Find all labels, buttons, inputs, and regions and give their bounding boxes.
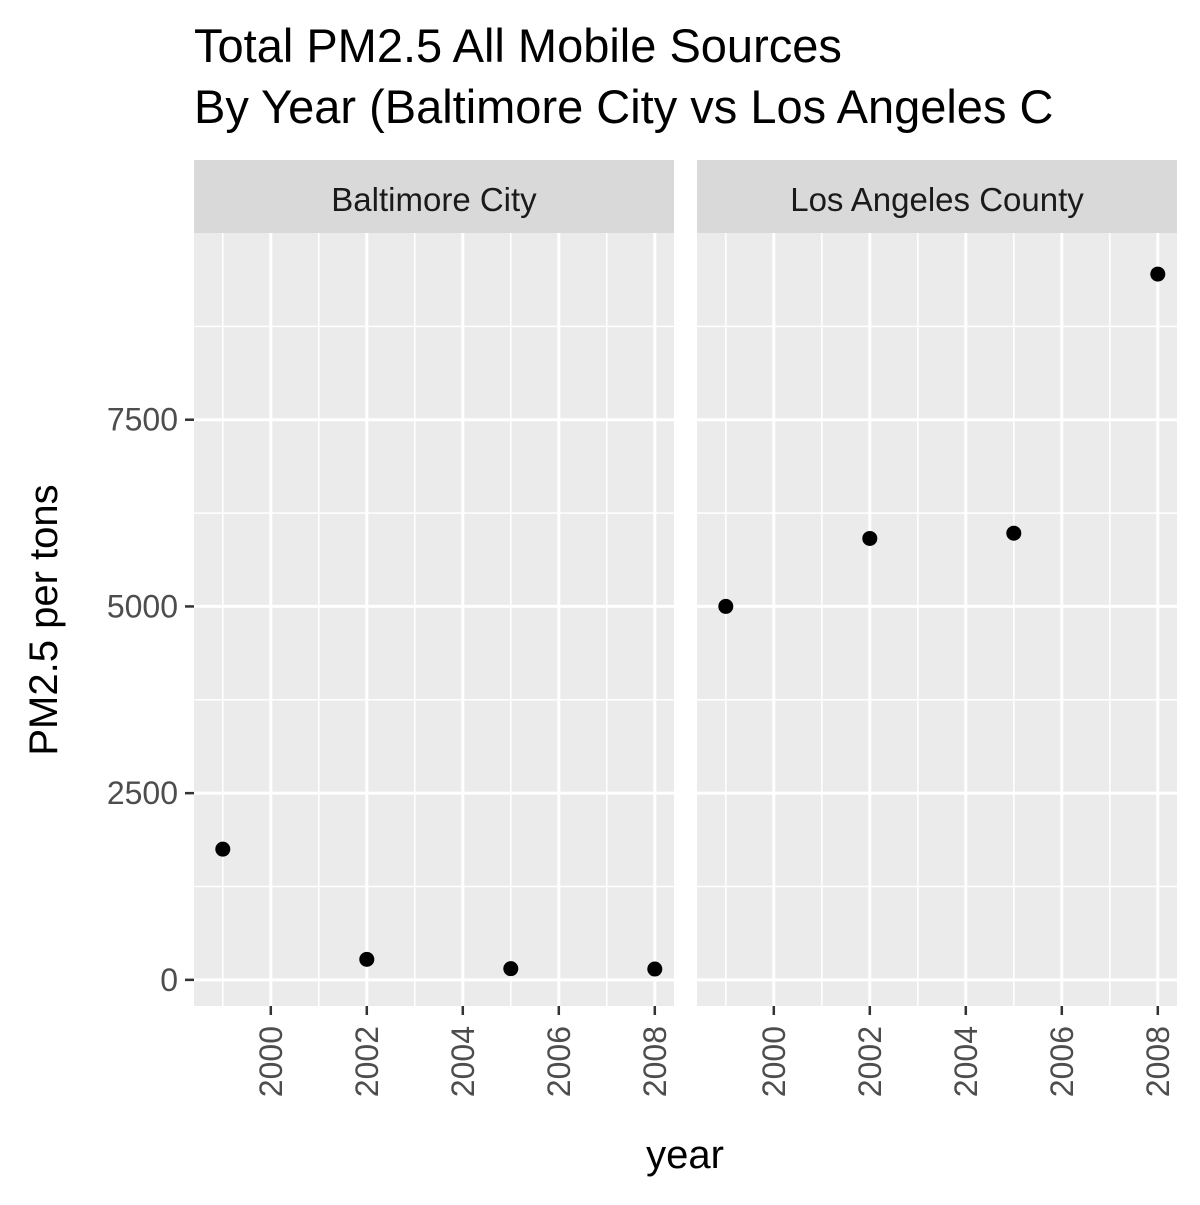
data-point	[503, 961, 519, 977]
x-tick-label: 2002	[349, 1026, 385, 1097]
facet-panel-0: Baltimore City 2000 2002 2004 2006 2008	[194, 160, 674, 1097]
data-point	[647, 961, 663, 977]
data-point	[359, 951, 375, 967]
facet-strip-label: Baltimore City	[331, 181, 537, 218]
x-tick-label: 2008	[1140, 1026, 1176, 1097]
panel-background	[194, 233, 674, 1006]
data-point	[1006, 525, 1022, 541]
data-point	[862, 530, 878, 546]
x-tick-label: 2006	[541, 1026, 577, 1097]
x-tick-label: 2006	[1044, 1026, 1080, 1097]
x-tick-label: 2000	[253, 1026, 289, 1097]
x-tick-label: 2000	[756, 1026, 792, 1097]
data-point	[215, 841, 231, 857]
data-point	[1150, 266, 1166, 282]
chart-title-line-2: By Year (Baltimore City vs Los Angeles C	[194, 80, 1053, 133]
data-point	[718, 598, 734, 614]
x-tick-label: 2002	[852, 1026, 888, 1097]
facet-panel-1: Los Angeles County 2000 2002 2004 2006 2008	[697, 160, 1177, 1097]
y-tick-label: 0	[160, 962, 178, 998]
facet-strip	[697, 160, 1177, 233]
y-axis-title: PM2.5 per tons	[22, 484, 66, 755]
facet-strip	[194, 160, 674, 233]
y-tick-label: 7500	[107, 402, 178, 438]
panel-background	[697, 233, 1177, 1006]
chart-title-line-1: Total PM2.5 All Mobile Sources	[194, 19, 842, 72]
y-tick-label: 2500	[107, 775, 178, 811]
facet-strip-label: Los Angeles County	[790, 181, 1084, 218]
y-tick-label: 5000	[107, 588, 178, 624]
x-tick-label: 2004	[445, 1026, 481, 1097]
x-tick-label: 2008	[637, 1026, 673, 1097]
x-tick-label: 2004	[948, 1026, 984, 1097]
x-axis-title: year	[646, 1133, 724, 1177]
y-axis: 0 2500 5000 7500	[107, 402, 194, 998]
